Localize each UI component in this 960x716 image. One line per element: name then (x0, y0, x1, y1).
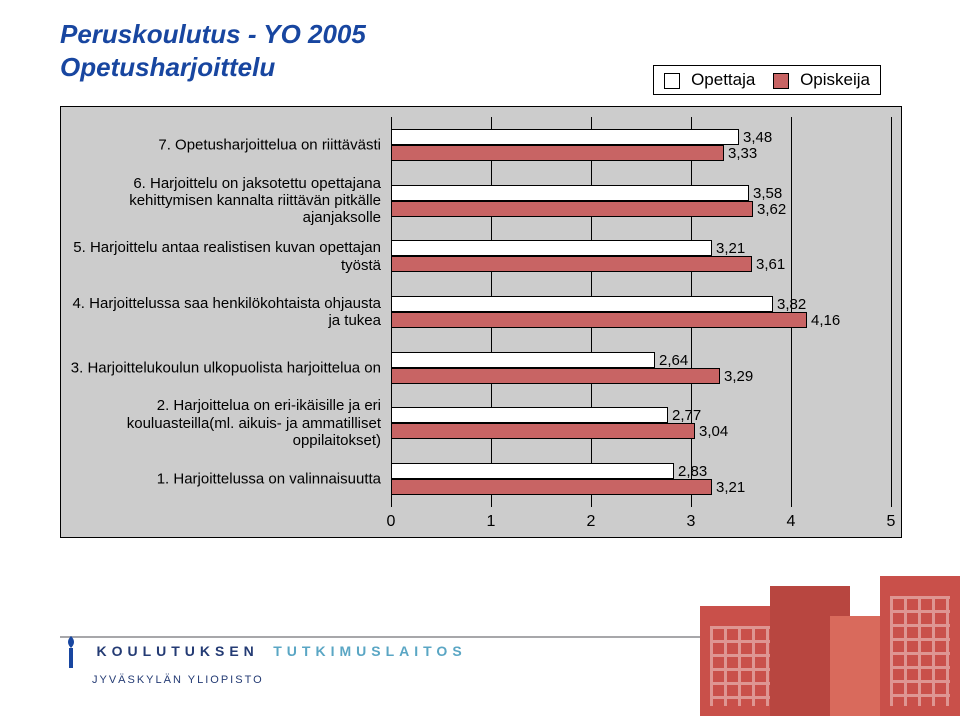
category-label: 6. Harjoittelu on jaksotettu opettajana … (61, 175, 391, 227)
legend-swatch-opettaja (664, 73, 680, 89)
legend-item-opiskeija: Opiskeija (773, 70, 870, 90)
value-opiskeija: 3,21 (716, 479, 745, 496)
value-opettaja: 3,82 (777, 296, 806, 313)
bar-opiskeija (391, 423, 695, 439)
bar-opiskeija (391, 201, 753, 217)
bar-opiskeija (391, 256, 752, 272)
value-opiskeija: 3,33 (728, 145, 757, 162)
chart-row: 3. Harjoittelukoulun ulkopuolista harjoi… (391, 340, 891, 396)
title-block: Peruskoulutus - YO 2005 Opetusharjoittel… (60, 18, 366, 83)
bar-opiskeija (391, 368, 720, 384)
bar-opiskeija (391, 312, 807, 328)
plot-area: 0123457. Opetusharjoittelua on riittäväs… (391, 117, 891, 507)
value-opiskeija: 3,62 (757, 201, 786, 218)
bar-opettaja (391, 463, 674, 479)
torch-icon (60, 634, 82, 670)
category-label: 1. Harjoittelussa on valinnaisuutta (61, 471, 391, 488)
category-label: 2. Harjoittelua on eri-ikäisille ja eri … (61, 398, 391, 450)
title-line-1: Peruskoulutus - YO 2005 (60, 18, 366, 51)
value-opiskeija: 3,29 (724, 368, 753, 385)
legend: Opettaja Opiskeija (653, 65, 881, 95)
x-tick-label: 0 (387, 513, 396, 531)
category-label: 7. Opetusharjoittelua on riittävästi (61, 136, 391, 153)
legend-swatch-opiskeija (773, 73, 789, 89)
title-line-2: Opetusharjoittelu (60, 51, 366, 84)
x-tick-label: 3 (687, 513, 696, 531)
bar-opiskeija (391, 145, 724, 161)
bar-opettaja (391, 129, 739, 145)
value-opiskeija: 3,61 (756, 256, 785, 273)
value-opettaja: 2,64 (659, 352, 688, 369)
value-opettaja: 3,48 (743, 129, 772, 146)
value-opiskeija: 3,04 (699, 423, 728, 440)
value-opettaja: 3,21 (716, 240, 745, 257)
chart-row: 1. Harjoittelussa on valinnaisuutta2,833… (391, 451, 891, 507)
bar-opettaja (391, 407, 668, 423)
x-tick-label: 2 (587, 513, 596, 531)
footer-org-sub: JYVÄSKYLÄN YLIOPISTO (92, 674, 467, 686)
category-label: 4. Harjoittelussa saa henkilökohtaista o… (61, 295, 391, 330)
footer: KOULUTUKSEN TUTKIMUSLAITOS JYVÄSKYLÄN YL… (0, 596, 960, 716)
legend-label-opettaja: Opettaja (691, 70, 755, 89)
category-label: 5. Harjoittelu antaa realistisen kuvan o… (61, 239, 391, 274)
legend-item-opettaja: Opettaja (664, 70, 755, 90)
value-opettaja: 2,77 (672, 407, 701, 424)
legend-label-opiskeija: Opiskeija (800, 70, 870, 89)
footer-org-2: TUTKIMUSLAITOS (273, 643, 466, 659)
chart-row: 5. Harjoittelu antaa realistisen kuvan o… (391, 228, 891, 284)
bar-opettaja (391, 240, 712, 256)
chart-row: 7. Opetusharjoittelua on riittävästi3,48… (391, 117, 891, 173)
x-tick-label: 1 (487, 513, 496, 531)
bar-opettaja (391, 352, 655, 368)
x-tick-label: 5 (887, 513, 896, 531)
bar-opiskeija (391, 479, 712, 495)
gridline (891, 117, 892, 507)
category-label: 3. Harjoittelukoulun ulkopuolista harjoi… (61, 359, 391, 376)
value-opettaja: 2,83 (678, 463, 707, 480)
chart-row: 2. Harjoittelua on eri-ikäisille ja eri … (391, 396, 891, 452)
x-tick-label: 4 (787, 513, 796, 531)
footer-org-1: KOULUTUKSEN (96, 643, 258, 659)
building-graphic (700, 566, 960, 716)
chart-row: 6. Harjoittelu on jaksotettu opettajana … (391, 173, 891, 229)
chart-frame: Opettaja Opiskeija 0123457. Opetusharjoi… (60, 106, 902, 538)
chart-row: 4. Harjoittelussa saa henkilökohtaista o… (391, 284, 891, 340)
value-opettaja: 3,58 (753, 185, 782, 202)
bar-opettaja (391, 185, 749, 201)
footer-logo: KOULUTUKSEN TUTKIMUSLAITOS JYVÄSKYLÄN YL… (60, 634, 467, 686)
value-opiskeija: 4,16 (811, 312, 840, 329)
page: Peruskoulutus - YO 2005 Opetusharjoittel… (0, 0, 960, 716)
bar-opettaja (391, 296, 773, 312)
